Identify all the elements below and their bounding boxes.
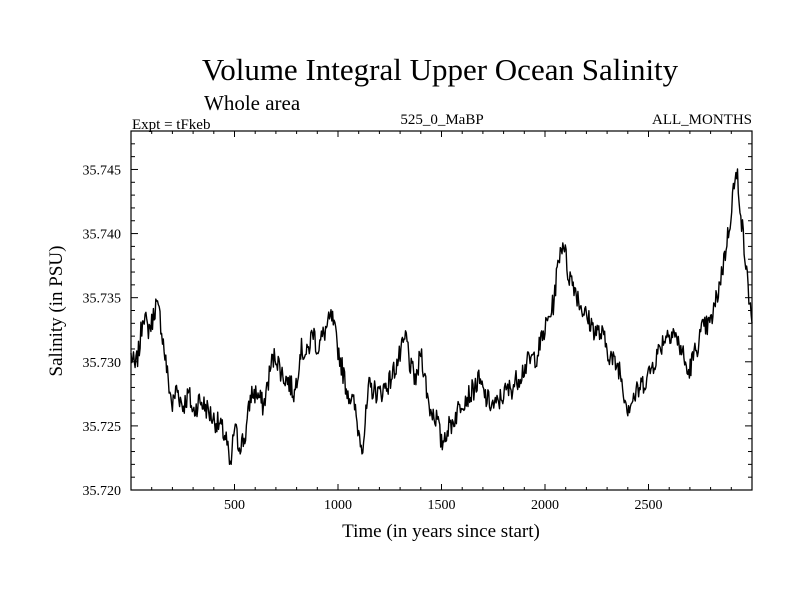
- chart-title: Volume Integral Upper Ocean Salinity: [202, 52, 679, 87]
- y-tick-label: 35.730: [83, 356, 122, 371]
- annotation-right: ALL_MONTHS: [652, 112, 752, 128]
- chart-subtitle: Whole area: [204, 91, 301, 115]
- salinity-series-line: [130, 168, 753, 465]
- series-layer: [130, 168, 753, 465]
- x-tick-label: 1500: [428, 498, 456, 513]
- x-tick-label: 2500: [635, 498, 663, 513]
- annotation-center: 525_0_MaBP: [400, 112, 483, 128]
- x-axis: 500 1000 1500 2000 2500: [151, 131, 732, 513]
- y-axis: 35.720 35.725 35.730 35.735 35.740 35.745: [83, 143, 752, 499]
- y-axis-label: Salinity (in PSU): [46, 246, 67, 377]
- x-axis-label: Time (in years since start): [342, 521, 540, 542]
- x-tick-label: 1000: [324, 498, 352, 513]
- y-tick-label: 35.720: [83, 484, 122, 499]
- y-tick-label: 35.725: [83, 420, 122, 435]
- x-tick-label: 500: [224, 498, 245, 513]
- y-tick-label: 35.735: [83, 292, 122, 307]
- x-tick-label: 2000: [531, 498, 559, 513]
- annotation-left: Expt = tFkeb: [132, 117, 210, 133]
- y-tick-label: 35.745: [83, 163, 122, 178]
- y-tick-label: 35.740: [83, 228, 122, 243]
